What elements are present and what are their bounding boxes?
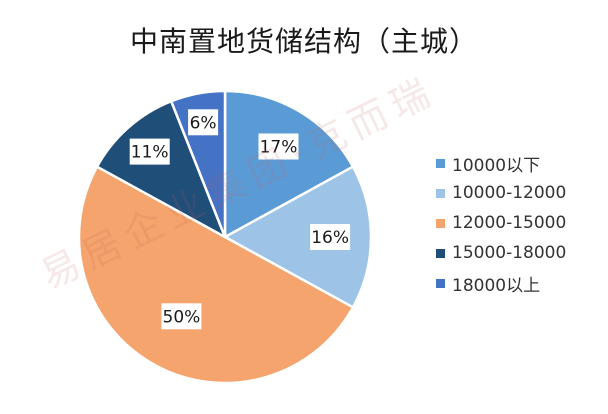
legend-label: 10000以下: [452, 155, 541, 176]
legend-label: 15000-18000: [452, 243, 567, 263]
pie-slice: [223, 89, 355, 239]
data-label: 16%: [310, 224, 351, 250]
pie-data-labels: 17% 16% 50% 11% 6%: [129, 109, 351, 330]
legend-label: 12000-15000: [452, 213, 567, 233]
legend-swatch: [436, 218, 445, 228]
legend-swatch: [436, 278, 445, 288]
legend-item: 15000-18000: [436, 238, 566, 268]
data-label-box: [129, 138, 170, 165]
data-label-box: [310, 224, 351, 250]
data-label-text: 16%: [311, 228, 349, 248]
legend-swatch: [436, 188, 445, 198]
data-label-text: 11%: [131, 143, 169, 163]
pie-slice: [223, 165, 373, 309]
legend-label: 10000-12000: [452, 183, 567, 203]
data-label: 50%: [161, 303, 202, 330]
legend-swatch: [436, 248, 445, 258]
data-label-box: [161, 303, 202, 330]
data-label: 17%: [258, 133, 299, 160]
legend-swatch: [436, 158, 445, 168]
legend-label: 18000以上: [452, 275, 541, 296]
chart-title: 中南置地货储结构（主城）: [129, 25, 478, 58]
legend-item: 10000以下: [436, 148, 566, 178]
data-label-text: 6%: [190, 113, 217, 133]
data-label: 6%: [188, 109, 219, 136]
legend-item: 10000-12000: [436, 178, 566, 208]
data-label: 11%: [129, 138, 170, 165]
legend-item: 18000以上: [436, 268, 566, 298]
data-label-text: 17%: [260, 138, 298, 158]
data-label-text: 50%: [163, 307, 201, 327]
data-label-box: [258, 133, 299, 160]
chart-legend: 10000以下 10000-12000 12000-15000 15000-18…: [436, 148, 566, 298]
pie-slice: [95, 100, 227, 239]
pie-slice: [77, 165, 355, 385]
legend-item: 12000-15000: [436, 208, 566, 238]
data-label-box: [188, 109, 219, 136]
